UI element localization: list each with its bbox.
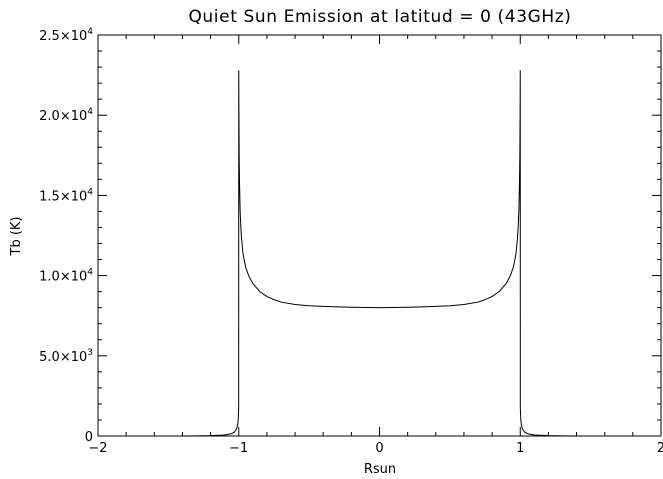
- y-tick-label: 5.0×103: [39, 348, 93, 365]
- x-axis: −2 −1 0 1 2: [88, 35, 663, 456]
- y-tick-label: 2.0×104: [39, 107, 93, 124]
- y-tick-label: 2.5×104: [39, 27, 93, 44]
- y-tick-label: 1.0×104: [39, 268, 93, 285]
- chart-title: Quiet Sun Emission at latitud = 0 (43GHz…: [188, 7, 571, 27]
- series-line: [175, 70, 584, 437]
- y-tick-label: 1.5×104: [39, 187, 93, 204]
- y-axis-title: Tb (K): [9, 217, 24, 257]
- plot-frame: [97, 34, 662, 437]
- x-axis-title: Rsun: [364, 462, 396, 477]
- x-tick-label: −1: [229, 441, 248, 456]
- y-axis: 0 5.0×103 1.0×104 1.5×104 2.0×104 2.5×104: [39, 27, 661, 445]
- x-tick-label: 2: [657, 441, 663, 456]
- y-tick-label: 0: [85, 430, 93, 445]
- x-tick-label: 1: [516, 441, 524, 456]
- x-tick-label: −2: [88, 441, 107, 456]
- x-tick-label: 0: [375, 441, 383, 456]
